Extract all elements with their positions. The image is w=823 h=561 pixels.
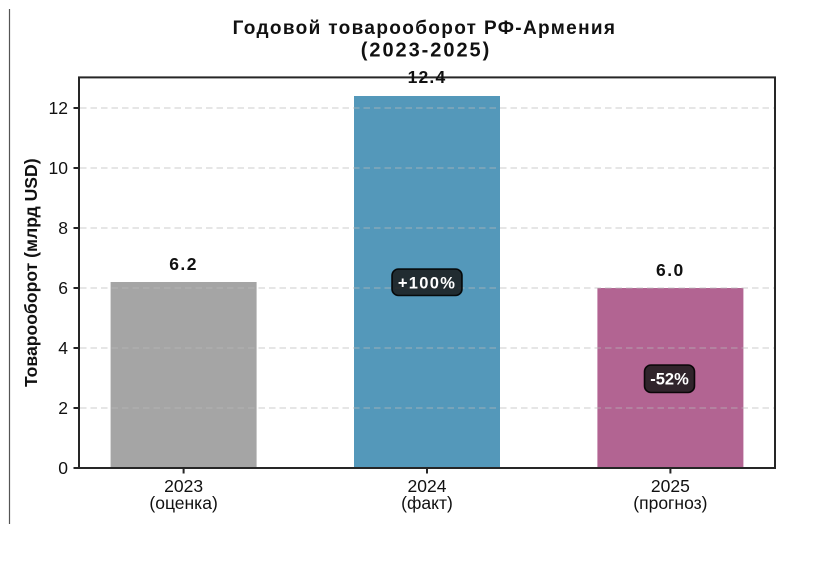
svg-text:6: 6	[58, 278, 68, 298]
svg-text:2024: 2024	[408, 476, 447, 496]
svg-text:(прогноз): (прогноз)	[633, 493, 707, 513]
svg-text:2: 2	[58, 398, 68, 418]
svg-text:2023: 2023	[164, 476, 203, 496]
svg-text:8: 8	[58, 218, 68, 238]
svg-text:6.2: 6.2	[169, 254, 198, 274]
svg-text:0: 0	[58, 458, 68, 478]
svg-text:10: 10	[49, 158, 69, 178]
svg-text:Товарооборот (млрд USD): Товарооборот (млрд USD)	[21, 158, 41, 387]
svg-text:12.4: 12.4	[408, 67, 447, 87]
svg-text:2025: 2025	[651, 476, 690, 496]
svg-text:(2023-2025): (2023-2025)	[361, 40, 491, 62]
svg-text:(оценка): (оценка)	[149, 493, 217, 513]
svg-text:Годовой товарооборот РФ-Армени: Годовой товарооборот РФ-Армения	[233, 18, 617, 39]
svg-text:(факт): (факт)	[401, 493, 453, 513]
svg-text:12: 12	[49, 98, 68, 118]
svg-text:-52%: -52%	[650, 371, 689, 389]
svg-text:+100%: +100%	[398, 275, 456, 293]
svg-text:6.0: 6.0	[656, 260, 685, 280]
svg-text:4: 4	[58, 338, 68, 358]
